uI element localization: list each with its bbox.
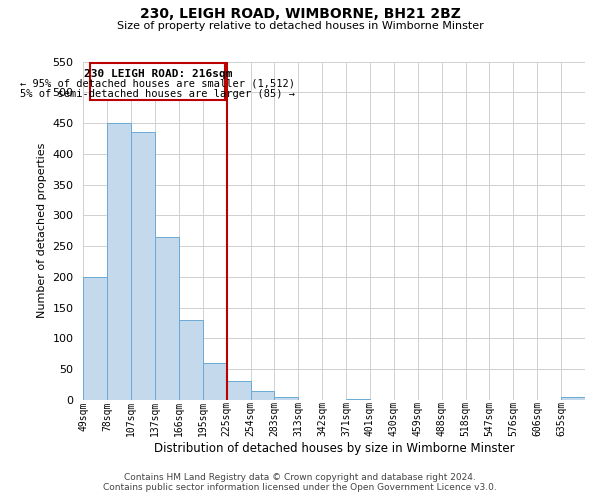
Bar [155, 237, 179, 400]
Bar [131, 132, 155, 400]
FancyBboxPatch shape [91, 62, 226, 100]
Bar [346, 398, 370, 400]
X-axis label: Distribution of detached houses by size in Wimborne Minster: Distribution of detached houses by size … [154, 442, 514, 455]
Text: Size of property relative to detached houses in Wimborne Minster: Size of property relative to detached ho… [116, 21, 484, 31]
Bar [179, 320, 203, 400]
Text: 230, LEIGH ROAD, WIMBORNE, BH21 2BZ: 230, LEIGH ROAD, WIMBORNE, BH21 2BZ [140, 8, 460, 22]
Bar [203, 363, 227, 400]
Bar [274, 396, 298, 400]
Text: ← 95% of detached houses are smaller (1,512): ← 95% of detached houses are smaller (1,… [20, 78, 295, 88]
Text: Contains HM Land Registry data © Crown copyright and database right 2024.
Contai: Contains HM Land Registry data © Crown c… [103, 473, 497, 492]
Bar [83, 277, 107, 400]
Bar [227, 382, 251, 400]
Bar [561, 396, 585, 400]
Y-axis label: Number of detached properties: Number of detached properties [37, 143, 47, 318]
Text: 5% of semi-detached houses are larger (85) →: 5% of semi-detached houses are larger (8… [20, 88, 295, 99]
Text: 230 LEIGH ROAD: 216sqm: 230 LEIGH ROAD: 216sqm [84, 69, 232, 79]
Bar [251, 390, 274, 400]
Bar [107, 123, 131, 400]
